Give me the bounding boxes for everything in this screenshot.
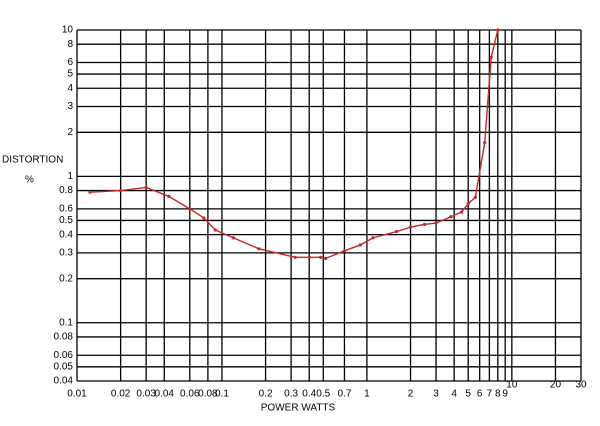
x-tick-label: 2 bbox=[408, 389, 414, 400]
data-point bbox=[119, 188, 123, 193]
y-tick-label: 0.1 bbox=[59, 317, 73, 328]
data-point bbox=[459, 210, 464, 214]
data-point bbox=[213, 228, 217, 232]
y-tick-label: 3 bbox=[67, 101, 73, 112]
y-tick-label: 0.08 bbox=[54, 332, 74, 343]
data-point bbox=[342, 249, 347, 253]
x-tick-label: 0.1 bbox=[215, 389, 229, 400]
data-point bbox=[466, 202, 470, 206]
x-tick-label: 0.2 bbox=[259, 389, 273, 400]
x-tick-label: 0.4 bbox=[302, 389, 316, 400]
data-point bbox=[188, 207, 192, 211]
data-point bbox=[257, 247, 261, 251]
data-point bbox=[358, 243, 362, 247]
y-tick-label: 0.2 bbox=[59, 273, 73, 284]
x-tick-label: 8 bbox=[495, 389, 501, 400]
x-tick-label: 0.5 bbox=[316, 389, 330, 400]
x-tick-label: 9 bbox=[502, 389, 508, 400]
x-tick-label: 7 bbox=[487, 389, 493, 400]
x-tick-label: 4 bbox=[451, 389, 457, 400]
y-tick-label: 0.5 bbox=[59, 215, 73, 226]
y-tick-label: 10 bbox=[62, 25, 74, 36]
x-tick-label: 0.3 bbox=[284, 389, 298, 400]
x-tick-label: 3 bbox=[433, 389, 439, 400]
y-tick-label: 0.8 bbox=[59, 185, 73, 196]
x-tick-label: 10 bbox=[506, 380, 518, 391]
x-tick-label: 1 bbox=[364, 389, 370, 400]
data-point bbox=[167, 194, 171, 198]
x-tick-label: 0.04 bbox=[155, 389, 175, 400]
data-point bbox=[394, 229, 399, 234]
y-tick-label: 6 bbox=[67, 57, 73, 68]
y-tick-label: 1 bbox=[67, 171, 73, 182]
y-tick-label: 0.06 bbox=[54, 350, 74, 361]
x-tick-label: 0.03 bbox=[136, 389, 156, 400]
data-point bbox=[371, 236, 375, 240]
y-tick-label: 4 bbox=[67, 83, 73, 94]
data-point bbox=[293, 255, 297, 259]
y-tick-label: 0.04 bbox=[54, 376, 74, 387]
x-tick-label: 6 bbox=[477, 389, 483, 400]
data-point bbox=[473, 195, 477, 199]
data-point bbox=[483, 141, 487, 145]
data-point bbox=[324, 256, 328, 261]
x-tick-label: 20 bbox=[550, 380, 562, 391]
y-axis-unit: % bbox=[25, 175, 34, 186]
x-tick-label: 5 bbox=[465, 389, 471, 400]
data-point bbox=[434, 221, 438, 225]
data-point bbox=[231, 236, 236, 240]
y-tick-label: 0.6 bbox=[59, 203, 73, 214]
y-tick-label: 0.05 bbox=[54, 361, 74, 372]
x-tick-label: 0.01 bbox=[67, 389, 87, 400]
y-tick-label: 2 bbox=[67, 127, 73, 138]
data-point bbox=[88, 190, 92, 194]
x-tick-label: 0.08 bbox=[198, 389, 218, 400]
x-tick-label: 0.7 bbox=[337, 389, 351, 400]
data-point bbox=[449, 215, 453, 219]
data-point bbox=[408, 225, 413, 229]
data-point bbox=[319, 255, 323, 259]
data-point bbox=[496, 28, 500, 32]
data-point bbox=[489, 55, 493, 59]
y-tick-label: 8 bbox=[67, 39, 73, 50]
y-tick-label: 0.3 bbox=[59, 248, 73, 259]
data-point bbox=[202, 216, 206, 220]
y-axis-label: DISTORTION bbox=[2, 155, 63, 166]
data-point bbox=[307, 255, 311, 259]
y-tick-label: 5 bbox=[67, 69, 73, 80]
x-tick-label: 30 bbox=[575, 380, 587, 391]
x-tick-label: 0.06 bbox=[180, 389, 200, 400]
x-tick-label: 0.02 bbox=[111, 389, 131, 400]
x-axis-label: POWER WATTS bbox=[261, 403, 336, 414]
data-point bbox=[144, 185, 148, 190]
y-tick-label: 0.4 bbox=[59, 229, 73, 240]
data-point bbox=[422, 222, 427, 226]
